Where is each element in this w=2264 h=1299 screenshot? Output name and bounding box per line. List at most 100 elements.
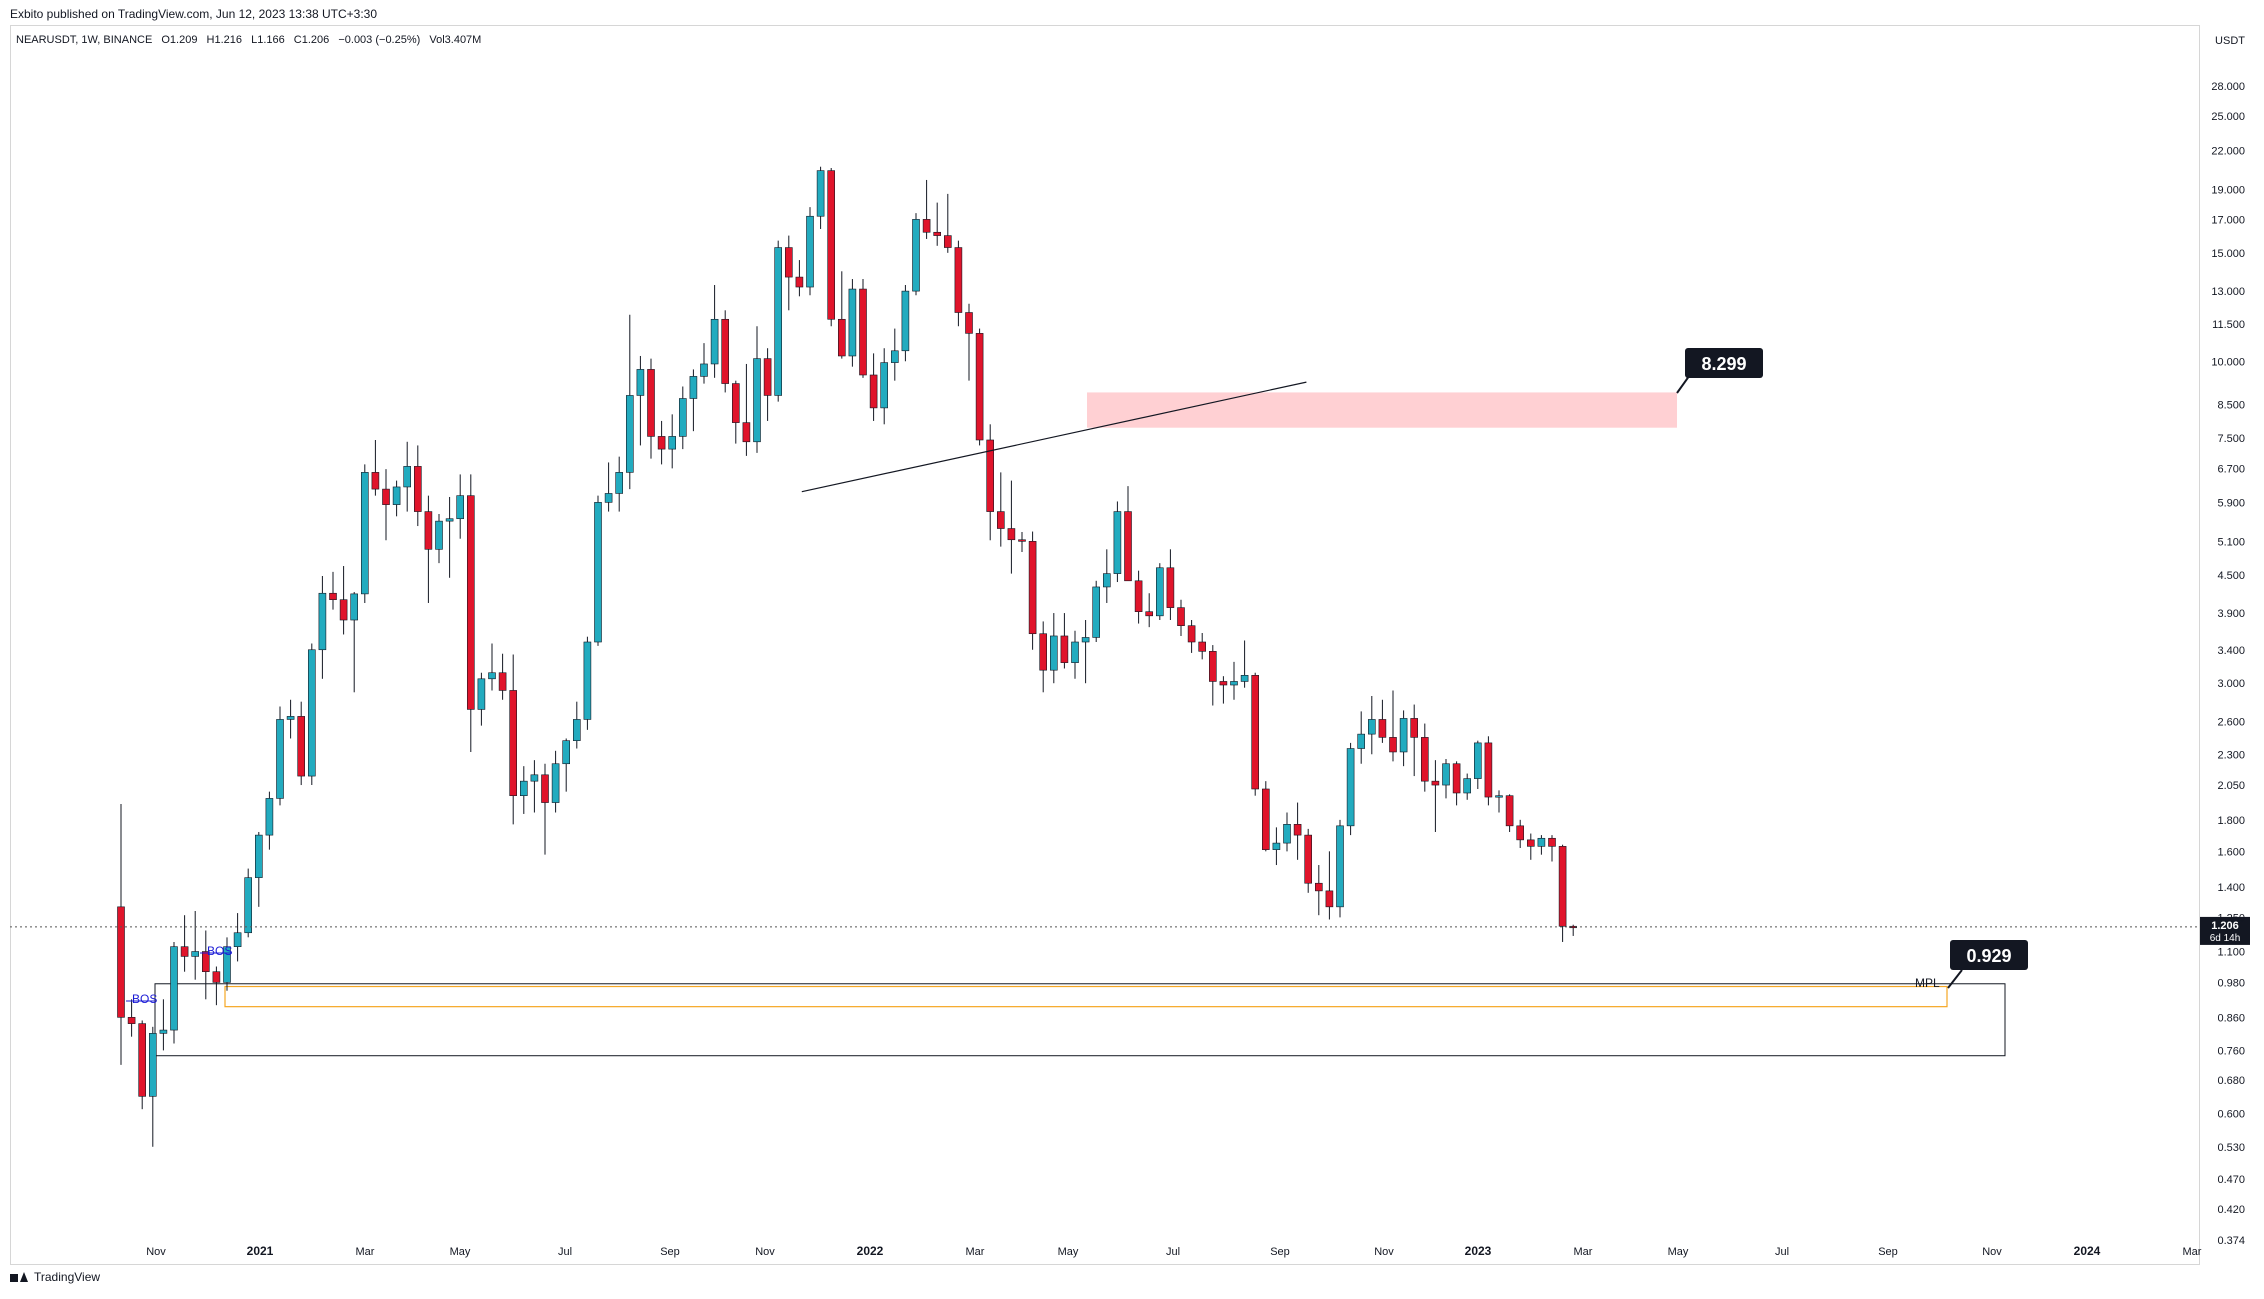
candle-body[interactable] bbox=[371, 472, 380, 490]
support-box[interactable] bbox=[154, 983, 2006, 1057]
candle-body[interactable] bbox=[700, 363, 708, 377]
candle-body[interactable] bbox=[1495, 795, 1503, 798]
candle-body[interactable] bbox=[1124, 511, 1132, 582]
candle-body[interactable] bbox=[742, 422, 751, 443]
candle-body[interactable] bbox=[403, 466, 412, 488]
candle-body[interactable] bbox=[774, 247, 783, 396]
candle-body[interactable] bbox=[657, 436, 666, 450]
candle-body[interactable] bbox=[424, 511, 433, 550]
candle-body[interactable] bbox=[456, 495, 465, 520]
candle-body[interactable] bbox=[286, 716, 295, 720]
candle-body[interactable] bbox=[1283, 824, 1291, 844]
candle-body[interactable] bbox=[1304, 834, 1312, 884]
candle-body[interactable] bbox=[350, 593, 359, 621]
candle-body[interactable] bbox=[1050, 635, 1058, 671]
candle-body[interactable] bbox=[1537, 837, 1546, 847]
candle-body[interactable] bbox=[763, 358, 772, 396]
candle-body[interactable] bbox=[212, 971, 221, 983]
candle-body[interactable] bbox=[541, 774, 549, 803]
candle-body[interactable] bbox=[551, 763, 560, 803]
candle-body[interactable] bbox=[530, 774, 539, 782]
candle-body[interactable] bbox=[339, 599, 348, 621]
candle-body[interactable] bbox=[572, 719, 581, 741]
candle-body[interactable] bbox=[255, 834, 263, 878]
candle-body[interactable] bbox=[519, 780, 528, 796]
candle-body[interactable] bbox=[965, 312, 973, 334]
candle-body[interactable] bbox=[880, 362, 889, 409]
candle-body[interactable] bbox=[604, 493, 613, 503]
candle-body[interactable] bbox=[1357, 733, 1365, 749]
symbol-name[interactable]: NEARUSDT, 1W, BINANCE bbox=[16, 34, 153, 46]
candle-body[interactable] bbox=[509, 690, 518, 796]
candle-body[interactable] bbox=[297, 716, 306, 777]
candle-body[interactable] bbox=[1325, 890, 1334, 908]
candle-body[interactable] bbox=[943, 235, 952, 248]
support-callout[interactable] bbox=[1950, 940, 2028, 970]
candle-body[interactable] bbox=[1293, 824, 1302, 836]
candle-body[interactable] bbox=[859, 288, 867, 376]
candle-body[interactable] bbox=[1187, 625, 1196, 643]
candle-body[interactable] bbox=[647, 369, 655, 437]
candle-body[interactable] bbox=[625, 395, 634, 473]
candle-body[interactable] bbox=[1442, 763, 1450, 786]
candle-body[interactable] bbox=[466, 495, 475, 710]
candle-body[interactable] bbox=[265, 798, 274, 836]
candle-body[interactable] bbox=[127, 1017, 136, 1024]
candle-body[interactable] bbox=[307, 649, 316, 777]
candle-body[interactable] bbox=[1018, 539, 1026, 542]
candle-body[interactable] bbox=[1315, 882, 1323, 892]
candle-body[interactable] bbox=[1527, 839, 1535, 847]
footer-brand[interactable]: TradingView bbox=[10, 1270, 100, 1284]
candle-body[interactable] bbox=[392, 486, 401, 505]
candle-body[interactable] bbox=[1516, 825, 1524, 841]
candle-body[interactable] bbox=[1230, 681, 1238, 686]
candle-body[interactable] bbox=[1145, 611, 1153, 617]
candle-body[interactable] bbox=[223, 946, 231, 983]
candle-body[interactable] bbox=[1071, 641, 1079, 663]
candle-body[interactable] bbox=[498, 672, 507, 691]
candle-body[interactable] bbox=[1463, 778, 1471, 794]
candle-body[interactable] bbox=[413, 466, 422, 512]
candle-body[interactable] bbox=[731, 383, 740, 423]
candle-body[interactable] bbox=[837, 318, 846, 357]
candle-body[interactable] bbox=[816, 170, 825, 217]
candle-body[interactable] bbox=[1177, 607, 1185, 626]
candle-body[interactable] bbox=[1336, 825, 1344, 908]
candle-body[interactable] bbox=[996, 511, 1005, 529]
candle-body[interactable] bbox=[890, 350, 899, 363]
candle-body[interactable] bbox=[445, 518, 454, 522]
candle-body[interactable] bbox=[848, 288, 857, 357]
candle-body[interactable] bbox=[488, 672, 496, 680]
candle-body[interactable] bbox=[477, 678, 486, 710]
candle-body[interactable] bbox=[806, 215, 814, 288]
candle-body[interactable] bbox=[159, 1029, 168, 1034]
candle-body[interactable] bbox=[954, 247, 963, 313]
candle-body[interactable] bbox=[1060, 635, 1069, 663]
candle-body[interactable] bbox=[382, 488, 390, 505]
candle-body[interactable] bbox=[244, 877, 252, 934]
candle-body[interactable] bbox=[191, 951, 199, 957]
candle-body[interactable] bbox=[1505, 795, 1514, 827]
candle-body[interactable] bbox=[1007, 528, 1016, 541]
candle-body[interactable] bbox=[1166, 567, 1175, 608]
candle-body[interactable] bbox=[1421, 737, 1429, 782]
candle-body[interactable] bbox=[435, 520, 443, 550]
candle-body[interactable] bbox=[329, 592, 337, 600]
candle-body[interactable] bbox=[1378, 719, 1387, 738]
candle-body[interactable] bbox=[795, 276, 804, 288]
candle-body[interactable] bbox=[827, 170, 836, 320]
candle-body[interactable] bbox=[1251, 675, 1259, 790]
candle-body[interactable] bbox=[912, 219, 920, 292]
candle-body[interactable] bbox=[1399, 718, 1408, 753]
candle-body[interactable] bbox=[1156, 567, 1164, 617]
candle-body[interactable] bbox=[594, 502, 602, 643]
target-callout[interactable] bbox=[1685, 348, 1763, 378]
candle-body[interactable] bbox=[1484, 742, 1493, 798]
candle-body[interactable] bbox=[1410, 718, 1418, 738]
candle-body[interactable] bbox=[318, 592, 327, 651]
candle-body[interactable] bbox=[869, 374, 878, 409]
candle-body[interactable] bbox=[922, 219, 931, 233]
candle-body[interactable] bbox=[180, 946, 189, 957]
resistance-zone[interactable] bbox=[1087, 392, 1677, 428]
